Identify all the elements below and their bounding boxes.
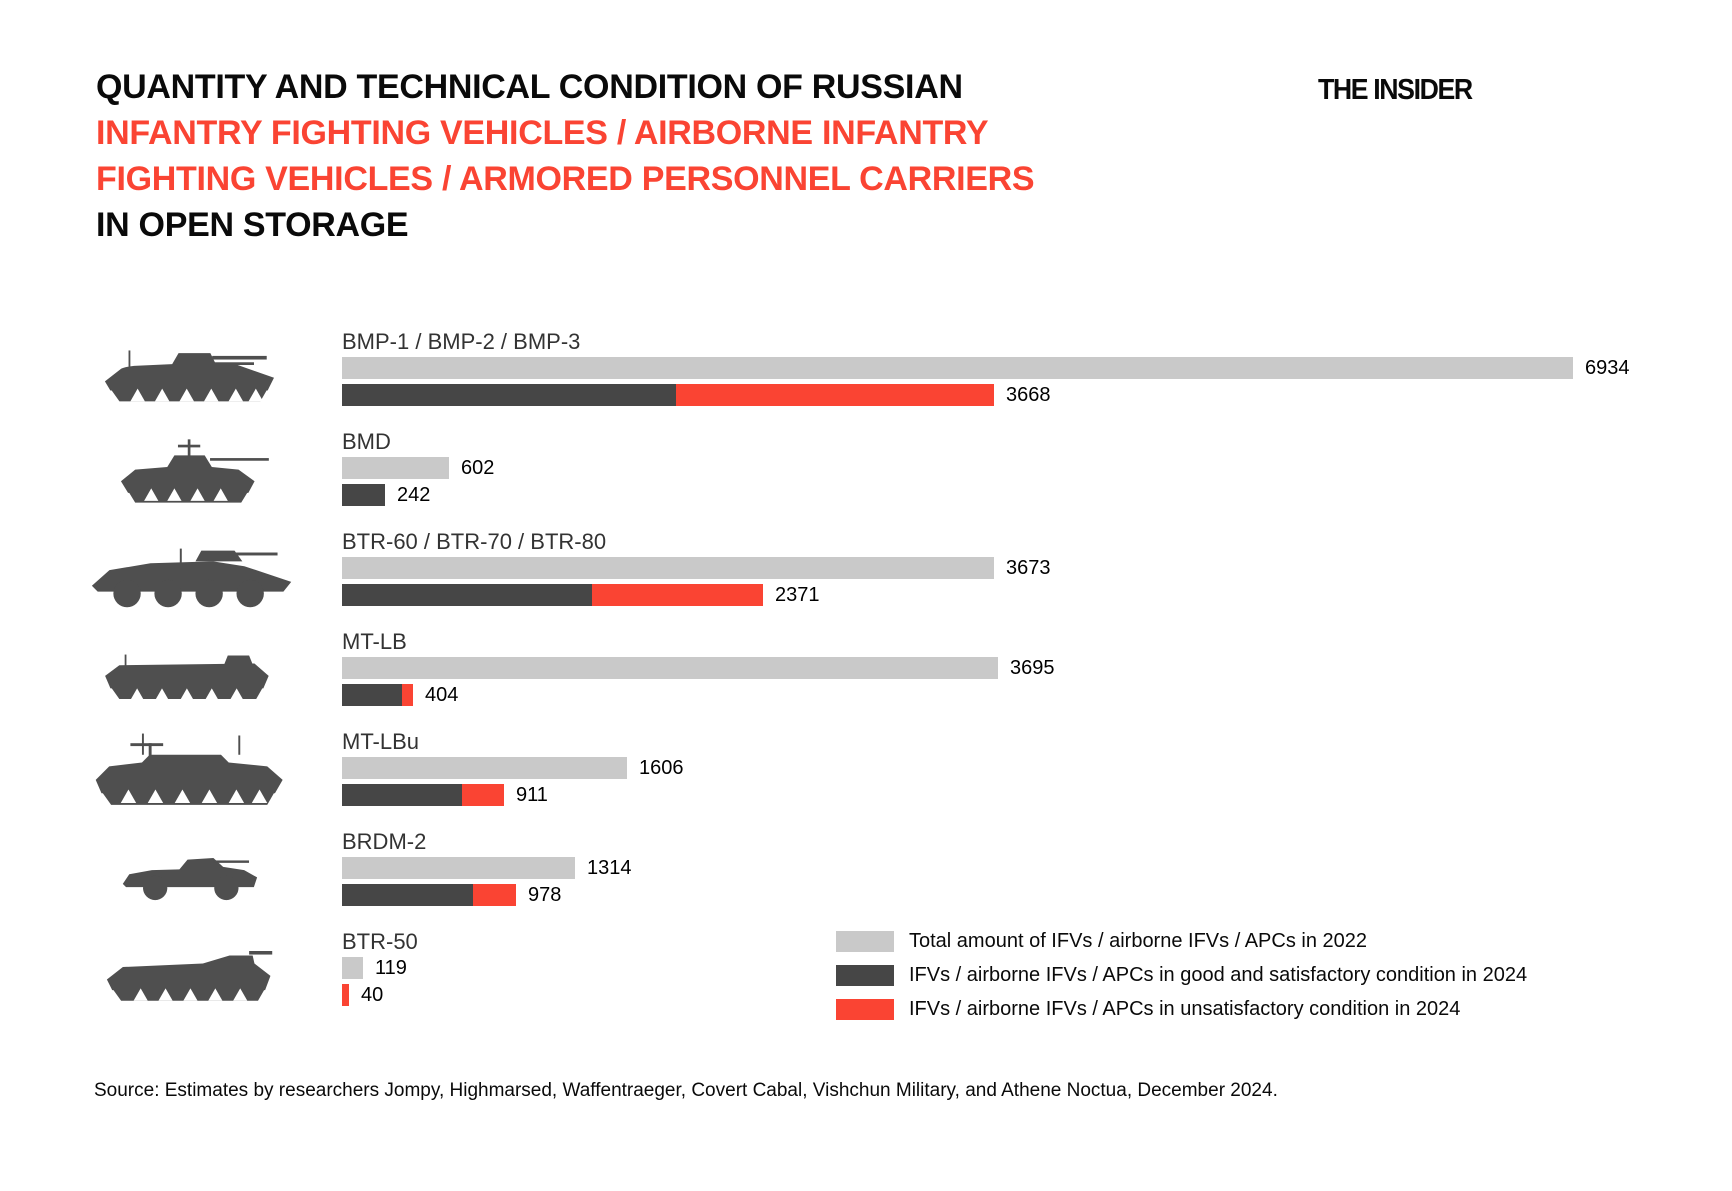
legend-label: Total amount of IFVs / airborne IFVs / A… <box>909 929 1367 952</box>
bar-2024 <box>342 884 516 906</box>
brdm2-silhouette-icon <box>86 826 301 924</box>
legend-swatch-bar_gray <box>836 930 894 952</box>
value-total-2022: 6934 <box>1585 357 1630 379</box>
bar-2024 <box>342 784 504 806</box>
bar-segment-unsatisfactory-condition <box>462 784 504 806</box>
chart-row: BRDM-2 1314 978 <box>0 830 1732 930</box>
bar-segment-unsatisfactory-condition <box>342 984 349 1006</box>
mtlbu-silhouette-icon <box>86 726 301 824</box>
bar-segment-unsatisfactory-condition <box>473 884 516 906</box>
bar-segment-unsatisfactory-condition <box>676 384 994 406</box>
bar-total-2022 <box>342 857 575 879</box>
value-total-2024: 2371 <box>775 584 820 606</box>
bar-segment-good-condition <box>342 484 385 506</box>
value-total-2022: 119 <box>375 957 407 979</box>
title-line-2: INFANTRY FIGHTING VEHICLES / AIRBORNE IN… <box>96 114 989 152</box>
legend-label: IFVs / airborne IFVs / APCs in good and … <box>909 963 1528 986</box>
bar-segment-unsatisfactory-condition <box>402 684 413 706</box>
legend-label: IFVs / airborne IFVs / APCs in unsatisfa… <box>909 997 1461 1020</box>
value-total-2024: 40 <box>361 984 384 1006</box>
bar-total-2022 <box>342 657 998 679</box>
bar-segment-unsatisfactory-condition <box>592 584 763 606</box>
legend-item: IFVs / airborne IFVs / APCs in unsatisfa… <box>836 998 1527 1020</box>
bar-total-2022 <box>342 557 994 579</box>
bmp-silhouette-icon <box>86 326 301 424</box>
bar-total-2022 <box>342 957 363 979</box>
bar-total-2022 <box>342 357 1573 379</box>
legend-swatch-bar_dark <box>836 964 894 986</box>
value-total-2022: 3673 <box>1006 557 1051 579</box>
chart-row: MT-LBu 1606 911 <box>0 730 1732 830</box>
value-total-2024: 911 <box>516 784 548 806</box>
legend-item: IFVs / airborne IFVs / APCs in good and … <box>836 964 1527 986</box>
legend-swatch-accent_red <box>836 998 894 1020</box>
bmd-silhouette-icon <box>86 426 301 524</box>
legend-item: Total amount of IFVs / airborne IFVs / A… <box>836 930 1527 952</box>
vehicle-label: BTR-60 / BTR-70 / BTR-80 <box>342 529 607 554</box>
brand-logo: THE INSIDER <box>1318 74 1473 106</box>
chart-row: BTR-60 / BTR-70 / BTR-80 3673 2371 <box>0 530 1732 630</box>
page-title: QUANTITY AND TECHNICAL CONDITION OF RUSS… <box>96 64 1035 248</box>
legend: Total amount of IFVs / airborne IFVs / A… <box>836 930 1527 1032</box>
title-line-1: QUANTITY AND TECHNICAL CONDITION OF RUSS… <box>96 68 963 106</box>
mtlb-silhouette-icon <box>86 626 301 724</box>
bar-total-2022 <box>342 457 449 479</box>
bar-2024 <box>342 384 994 406</box>
vehicle-label: BRDM-2 <box>342 829 427 854</box>
value-total-2024: 3668 <box>1006 384 1051 406</box>
bar-segment-good-condition <box>342 584 592 606</box>
value-total-2022: 1606 <box>639 757 684 779</box>
bar-2024 <box>342 584 763 606</box>
bar-total-2022 <box>342 757 627 779</box>
vehicle-label: BMD <box>342 429 391 454</box>
bar-segment-good-condition <box>342 684 402 706</box>
chart-row: MT-LB 3695 404 <box>0 630 1732 730</box>
bar-segment-good-condition <box>342 884 473 906</box>
source-note: Source: Estimates by researchers Jompy, … <box>94 1080 1278 1101</box>
chart-row: BMD 602 242 <box>0 430 1732 530</box>
bar-2024 <box>342 984 349 1006</box>
title-line-3: FIGHTING VEHICLES / ARMORED PERSONNEL CA… <box>96 160 1035 198</box>
title-line-4: IN OPEN STORAGE <box>96 206 409 244</box>
vehicle-label: MT-LB <box>342 629 407 654</box>
value-total-2024: 404 <box>425 684 459 706</box>
btr80-silhouette-icon <box>86 526 301 624</box>
value-total-2022: 602 <box>461 457 495 479</box>
vehicle-label: BTR-50 <box>342 929 418 954</box>
bar-segment-good-condition <box>342 384 676 406</box>
value-total-2024: 978 <box>528 884 562 906</box>
bar-2024 <box>342 684 413 706</box>
bar-2024 <box>342 484 385 506</box>
btr50-silhouette-icon <box>86 926 301 1024</box>
chart-row: BTR-50 119 40 <box>0 930 1732 1030</box>
value-total-2022: 1314 <box>587 857 632 879</box>
value-total-2024: 242 <box>397 484 431 506</box>
bar-segment-good-condition <box>342 784 462 806</box>
chart-row: BMP-1 / BMP-2 / BMP-3 6934 3668 <box>0 330 1732 430</box>
vehicle-label: BMP-1 / BMP-2 / BMP-3 <box>342 329 581 354</box>
value-total-2022: 3695 <box>1010 657 1055 679</box>
vehicle-label: MT-LBu <box>342 729 420 754</box>
